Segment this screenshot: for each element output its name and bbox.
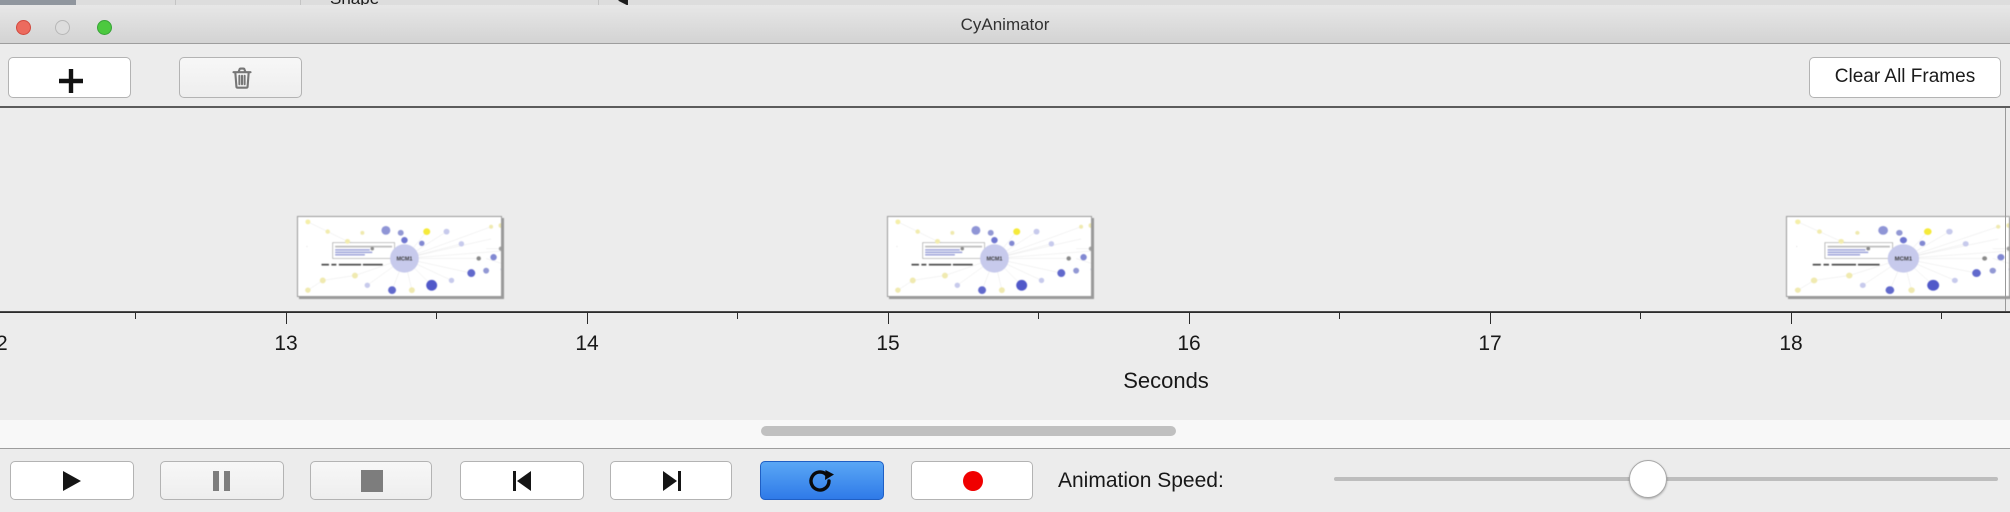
svg-text:MCM1: MCM1 bbox=[1895, 257, 1913, 263]
svg-text:MCM1: MCM1 bbox=[396, 256, 412, 262]
svg-text:MCM1: MCM1 bbox=[986, 256, 1002, 262]
